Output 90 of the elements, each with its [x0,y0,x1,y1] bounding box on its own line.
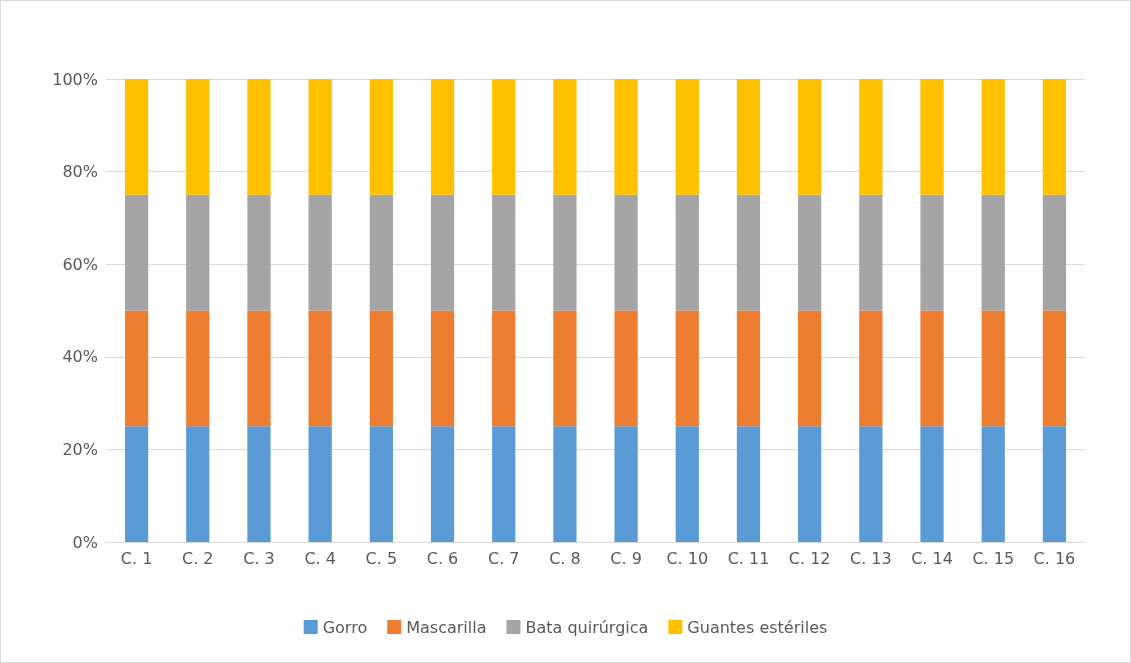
bar [675,426,699,542]
bar [553,79,577,195]
bar [186,426,210,542]
y-tick-label: 40% [62,347,98,367]
bar [186,310,210,427]
bar [308,426,332,542]
x-tick-label: C. 3 [243,548,275,568]
x-tick-label: C. 12 [788,548,831,568]
bar [859,310,883,427]
y-tick-label: 100% [52,69,98,89]
y-tick-label: 60% [62,254,98,274]
legend-label: Gorro [322,617,368,637]
legend-label: Guantes estériles [687,617,828,637]
bar [1042,194,1067,311]
bar [247,426,271,542]
bar [675,310,699,427]
bar [186,194,210,311]
bar [1042,310,1067,427]
bar [859,426,883,542]
bar [736,426,761,542]
bar [430,426,455,542]
bar [369,426,393,542]
bar [124,79,149,195]
bar [430,310,455,427]
bar [430,79,455,195]
bar [981,194,1005,311]
bar [920,79,944,195]
bar [614,310,638,427]
x-tick-label: C. 11 [727,548,770,568]
bar [981,310,1005,427]
bar [859,194,883,311]
bar [798,310,822,427]
x-tick-label: C. 2 [182,548,214,568]
legend-label: Bata quirúrgica [525,617,649,637]
bar [798,426,822,542]
bar [369,194,393,311]
bar [553,194,577,311]
bar [247,79,271,195]
x-tick-label: C. 6 [426,548,459,568]
bar [614,79,638,195]
bar [492,194,516,311]
x-tick-label: C. 13 [849,548,892,568]
x-tick-label: C. 9 [610,548,642,568]
bar [308,79,332,195]
bar [798,79,822,195]
bar [308,194,332,311]
bar [614,194,638,311]
y-tick-label: 20% [62,439,98,459]
x-tick-label: C. 5 [365,548,398,568]
y-tick-label: 0% [72,532,98,552]
x-tick-label: C. 16 [1033,548,1076,568]
bar [614,426,638,542]
y-tick-label: 80% [62,162,98,182]
bar [920,194,944,311]
bar [186,79,210,195]
bar [981,426,1005,542]
bar [1042,426,1067,542]
x-tick-label: C. 4 [304,548,336,568]
x-tick-label: C. 10 [666,548,709,568]
bar [430,194,455,311]
bar [247,310,271,427]
bar [492,79,516,195]
bar [675,194,699,311]
bar [859,79,883,195]
x-tick-label: C. 7 [487,548,520,568]
bar [736,310,761,427]
bar [675,79,699,195]
bar [553,426,577,542]
x-tick-label: C. 15 [972,548,1015,568]
bar [492,310,516,427]
bar [798,194,822,311]
bar [981,79,1005,195]
bar [736,194,761,311]
x-tick-label: C. 1 [120,548,153,568]
legend-label: Mascarilla [406,617,487,637]
bar [920,310,944,427]
bar [369,79,393,195]
bar [1042,79,1067,195]
bar [124,194,149,311]
x-tick-label: C. 8 [549,548,581,568]
bar [369,310,393,427]
bar [492,426,516,542]
bar [124,310,149,427]
bar [736,79,761,195]
bar [920,426,944,542]
bar [308,310,332,427]
x-tick-label: C. 14 [911,548,953,568]
bar [247,194,271,311]
bar [553,310,577,427]
bar [124,426,149,542]
